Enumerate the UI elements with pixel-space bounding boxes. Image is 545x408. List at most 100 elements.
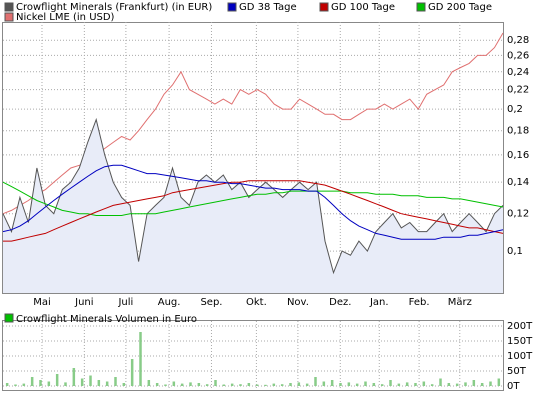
legend-swatch: [4, 2, 14, 12]
volume-bar: [472, 380, 476, 386]
volume-bar: [5, 383, 9, 386]
volume-bar: [72, 368, 76, 386]
y-tick-label: 0,22: [507, 85, 529, 96]
volume-bar: [189, 382, 192, 386]
y-tick-label: 0,26: [507, 50, 529, 61]
x-tick-label: Nov.: [287, 297, 309, 308]
volume-bar: [380, 384, 384, 386]
volume-bar: [264, 384, 267, 386]
volume-bar: [64, 382, 67, 386]
volume-bar: [389, 380, 392, 386]
y-tick-label: 0,24: [507, 67, 529, 78]
legend-swatch: [416, 2, 426, 12]
volume-bar: [322, 381, 326, 386]
volume-bar: [89, 375, 92, 386]
x-tick-label: Feb.: [409, 297, 430, 308]
volume-bar: [272, 383, 276, 386]
x-tick-label: Sep.: [200, 297, 222, 308]
volume-bar: [455, 383, 459, 386]
volume-bar: [80, 378, 84, 386]
legend-label: GD 100 Tage: [331, 2, 395, 13]
volume-bar: [439, 378, 442, 386]
y-tick-label: 150T: [507, 336, 533, 347]
volume-bar: [280, 384, 284, 386]
volume-bar: [314, 377, 317, 386]
volume-bar: [105, 381, 109, 386]
volume-bar: [14, 384, 17, 386]
volume-bar: [422, 381, 426, 386]
volume-bar: [305, 383, 309, 386]
volume-bar: [97, 380, 101, 386]
volume-bar: [114, 377, 117, 386]
volume-bar: [55, 374, 59, 386]
series-line: [3, 180, 504, 242]
series-line: [2, 164, 504, 240]
legend-label: Crowflight Minerals (Frankfurt) (in EUR): [16, 2, 212, 13]
y-tick-label: 0,18: [507, 126, 529, 137]
y-tick-label: 100T: [507, 351, 533, 362]
legend-swatch: [4, 12, 14, 22]
series-line: [2, 117, 504, 275]
legend-swatch: [319, 2, 329, 12]
volume-bar: [205, 384, 209, 386]
volume-bar: [22, 383, 26, 386]
y-tick-label: 0,12: [507, 209, 529, 220]
volume-bar: [480, 383, 484, 386]
volume-bar: [39, 380, 42, 386]
y-tick-label: 0,14: [507, 177, 529, 188]
volume-bar: [30, 377, 34, 386]
volume-bar: [164, 384, 167, 386]
volume-bar: [139, 332, 142, 386]
x-tick-label: Dez.: [329, 297, 351, 308]
x-tick-label: Mai: [33, 297, 51, 308]
volume-bar: [447, 383, 451, 386]
volume-bar: [347, 382, 351, 386]
volume-bar: [239, 384, 242, 386]
volume-bar: [414, 383, 417, 386]
y-tick-label: 200T: [507, 321, 533, 332]
y-tick-label: 0T: [507, 381, 520, 392]
volume-bar: [405, 382, 409, 386]
volume-bar: [172, 381, 176, 386]
volume-bar: [330, 380, 334, 386]
legend-label: GD 38 Tage: [239, 2, 297, 13]
volume-bar: [222, 384, 226, 386]
volume-bar: [130, 359, 134, 386]
x-tick-label: Juni: [74, 297, 93, 308]
volume-title: Crowflight Minerals Volumen in Euro: [16, 314, 197, 325]
volume-bar: [214, 380, 217, 386]
volume-bar: [397, 383, 401, 386]
volume-bar: [147, 380, 151, 386]
volume-bar: [355, 383, 359, 386]
volume-bar: [297, 382, 301, 386]
x-tick-label: Jan.: [369, 297, 389, 308]
x-tick-label: Okt.: [246, 297, 267, 308]
volume-bar: [339, 383, 342, 386]
y-tick-label: 50T: [507, 366, 527, 377]
x-tick-label: März: [448, 297, 472, 308]
volume-bar: [255, 384, 259, 386]
y-tick-label: 0,16: [507, 150, 529, 161]
volume-bar: [497, 378, 501, 386]
volume-bar: [122, 383, 126, 386]
volume-bar: [230, 383, 234, 386]
volume-bar: [247, 383, 251, 386]
legend-swatch: [4, 313, 14, 323]
x-tick-label: Aug.: [158, 297, 181, 308]
volume-bar: [372, 383, 376, 386]
series-line: [2, 181, 504, 216]
y-tick-label: 0,1: [507, 246, 523, 257]
volume-bar: [155, 383, 159, 386]
legend-swatch: [227, 2, 237, 12]
volume-bar: [489, 381, 492, 386]
volume-bar: [47, 381, 51, 386]
volume-bar: [430, 384, 434, 386]
volume-bar: [180, 383, 184, 386]
legend-label: Nickel LME (in USD): [16, 12, 115, 23]
legend-label: GD 200 Tage: [428, 2, 492, 13]
volume-bar: [464, 382, 467, 386]
volume-bar: [197, 383, 201, 386]
x-tick-label: Juli: [117, 297, 133, 308]
y-tick-label: 0,2: [507, 104, 523, 115]
